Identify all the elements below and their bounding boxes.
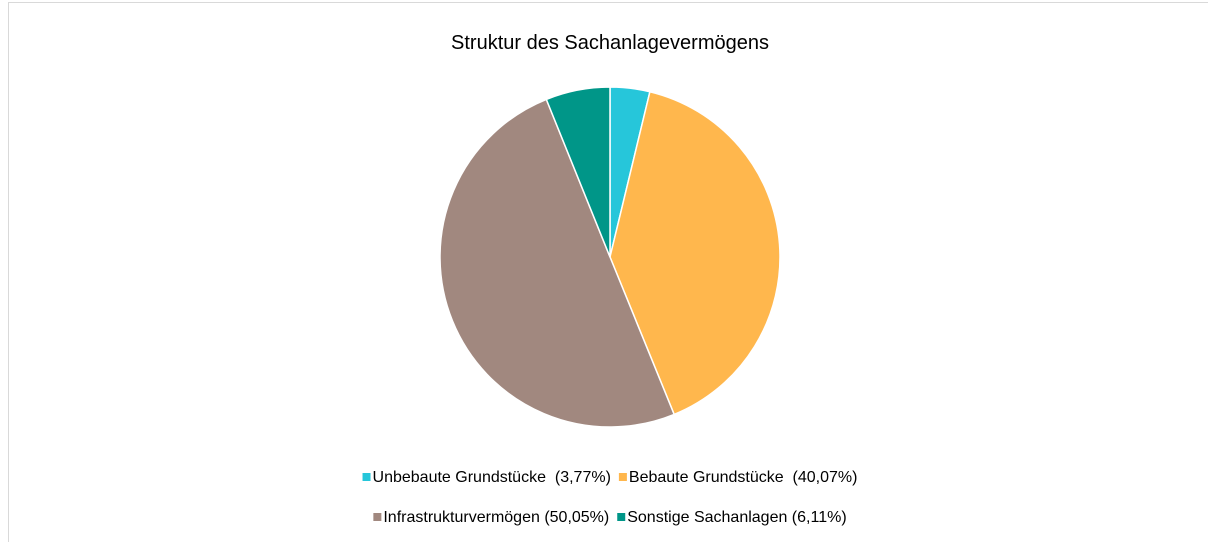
legend-swatch	[617, 513, 626, 521]
legend-label: Infrastrukturvermögen (50,05%)	[383, 509, 609, 526]
legend-swatch	[618, 473, 627, 481]
chart-title: Struktur des Sachanlagevermögens	[451, 32, 769, 54]
pie-slice	[609, 90, 781, 416]
legend-label: Sonstige Sachanlagen (6,11%)	[627, 509, 846, 526]
pie-slice	[545, 86, 611, 258]
pie-slice	[439, 98, 676, 428]
legend-swatch	[373, 513, 382, 521]
legend-swatch	[362, 473, 371, 481]
legend-label: Unbebaute Grundstücke (3,77%)	[373, 469, 611, 486]
legend-label: Bebaute Grundstücke (40,07%)	[629, 469, 858, 486]
